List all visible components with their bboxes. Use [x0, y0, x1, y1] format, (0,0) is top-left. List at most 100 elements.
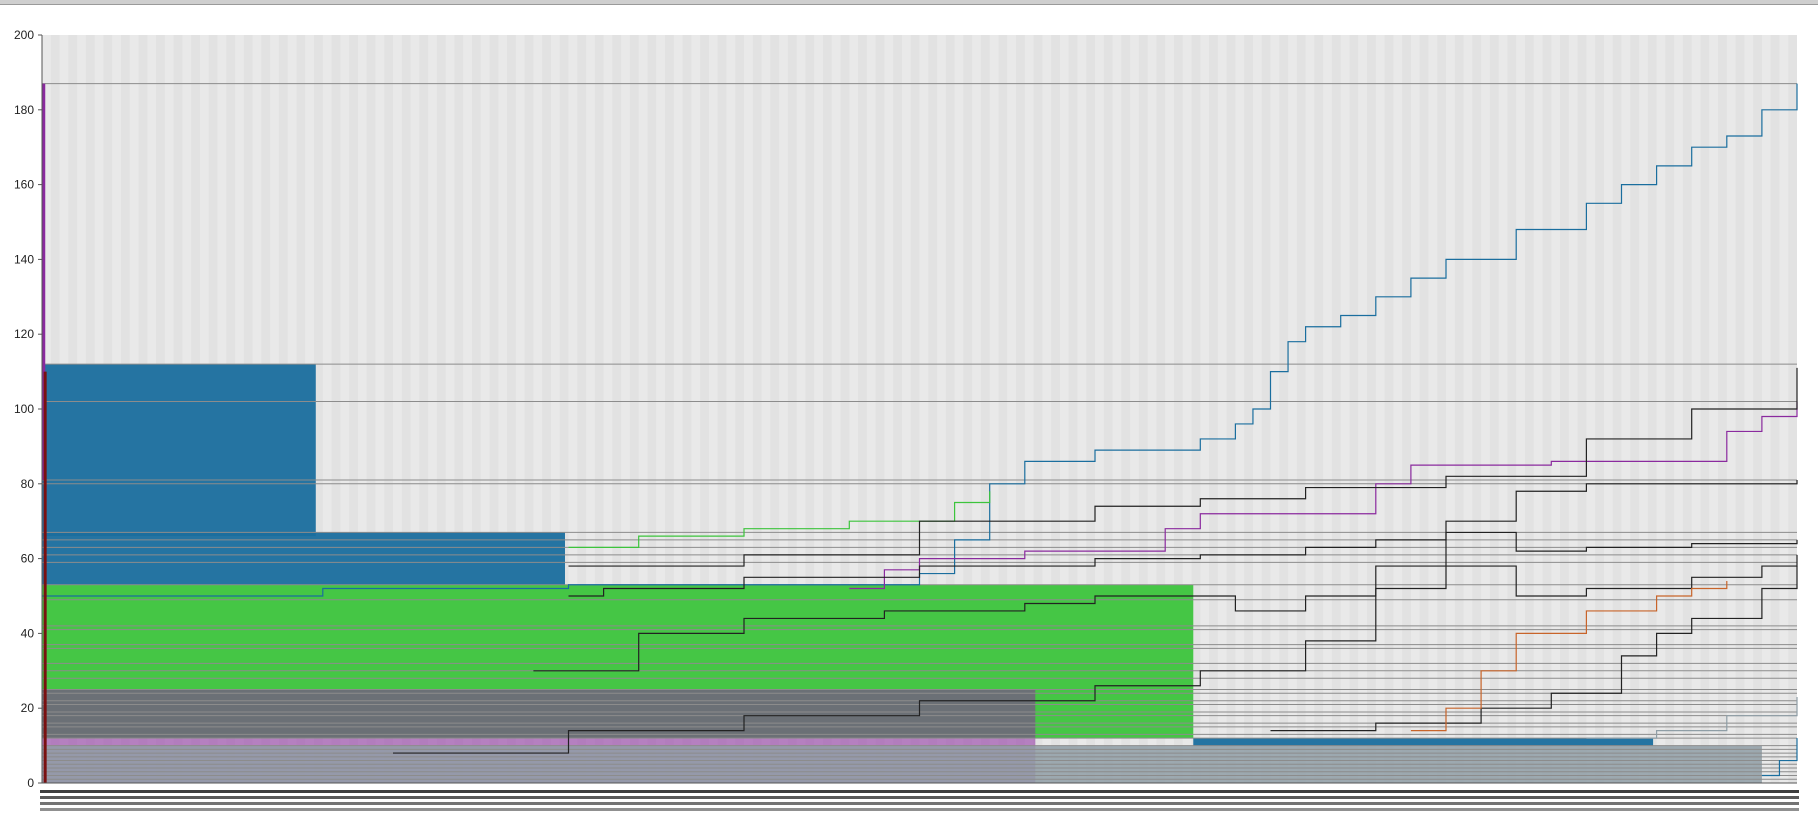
y-tick-label: 200 [14, 28, 34, 42]
y-tick-label: 80 [21, 477, 35, 491]
grid-band [498, 35, 508, 783]
grid-band [691, 35, 701, 783]
grid-band [1533, 35, 1543, 783]
grid-band [638, 35, 648, 783]
grid-band [568, 35, 578, 783]
grid-band [550, 35, 560, 783]
grid-band [901, 35, 911, 783]
grid-band [1288, 35, 1297, 783]
grid-band [1024, 35, 1034, 783]
grid-band [1621, 35, 1631, 783]
grid-band [1007, 35, 1017, 783]
series-line-1 [42, 83, 1798, 597]
grid-band [1393, 35, 1403, 783]
grid-band [1656, 35, 1666, 783]
grid-band [1481, 35, 1490, 783]
grid-band [1270, 35, 1280, 783]
grid-band [814, 35, 823, 783]
grid-band [1586, 35, 1596, 783]
grid-band [428, 35, 437, 783]
grid-band [621, 35, 630, 783]
y-tick-label: 140 [14, 252, 34, 266]
grid-band [322, 35, 332, 783]
grid-band [1446, 35, 1455, 783]
grid-band [1323, 35, 1332, 783]
grid-band [1463, 35, 1473, 783]
series-line-3 [849, 401, 1798, 590]
grid-band [673, 35, 683, 783]
grid-band [726, 35, 736, 783]
data-block-6 [1193, 738, 1654, 746]
grid-band [1217, 35, 1227, 783]
x-tick-label-row [40, 802, 1799, 805]
grid-band [1568, 35, 1578, 783]
grid-band [1551, 35, 1561, 783]
grid-band [1375, 35, 1385, 783]
grid-band [744, 35, 753, 783]
series-line-6 [533, 480, 1798, 672]
y-axis-ticks: 0 20 40 60 80 100 120 140 160 180 200 [14, 28, 42, 790]
y-tick-label: 40 [21, 626, 35, 640]
window-top-bar [0, 0, 1818, 5]
grid-band [1165, 35, 1174, 783]
grid-band [1059, 35, 1069, 783]
grid-band [357, 35, 367, 783]
grid-band [831, 35, 841, 783]
series-line-11 [1761, 738, 1798, 777]
grid-band [1095, 35, 1104, 783]
grid-band [796, 35, 806, 783]
grid-band [586, 35, 595, 783]
grid-band [1182, 35, 1192, 783]
grid-band [1235, 35, 1245, 783]
grid-band [1305, 35, 1315, 783]
grid-band [1077, 35, 1087, 783]
x-tick-label-row [40, 796, 1799, 799]
y-tick-label: 120 [14, 327, 34, 341]
grid-band [1498, 35, 1508, 783]
grid-band [410, 35, 420, 783]
grid-band [1428, 35, 1438, 783]
grid-band [1410, 35, 1420, 783]
x-tick-label-row [40, 790, 1799, 793]
grid-band [1147, 35, 1157, 783]
grid-band [1112, 35, 1122, 783]
grid-band [954, 35, 964, 783]
grid-band [1516, 35, 1525, 783]
vertical-markers [42, 83, 47, 783]
y-tick-label: 60 [21, 552, 35, 566]
grid-band [340, 35, 350, 783]
grid-band [972, 35, 981, 783]
grid-band [761, 35, 771, 783]
y-tick-label: 20 [21, 701, 35, 715]
grid-band [937, 35, 946, 783]
grid-band [480, 35, 490, 783]
y-tick-label: 0 [27, 776, 34, 790]
x-axis-tick-labels [40, 790, 1799, 811]
grid-band [393, 35, 402, 783]
series-line-5 [568, 531, 1798, 597]
grid-band [919, 35, 929, 783]
grid-band [463, 35, 472, 783]
grid-band [708, 35, 718, 783]
series-line-7 [393, 554, 1798, 754]
series-lines [42, 83, 1798, 777]
grid-band [1042, 35, 1052, 783]
series-line-9 [1410, 581, 1728, 732]
grid-band [533, 35, 543, 783]
y-tick-label: 180 [14, 103, 34, 117]
data-block-2 [42, 532, 565, 585]
y-tick-label: 100 [14, 402, 34, 416]
grid-band [779, 35, 788, 783]
grid-band [656, 35, 666, 783]
grid-band [1340, 35, 1350, 783]
grid-band [1130, 35, 1139, 783]
x-tick-label-row [40, 808, 1799, 811]
grid-band [375, 35, 385, 783]
grid-band [849, 35, 859, 783]
grid-band [1200, 35, 1210, 783]
grid-band [515, 35, 525, 783]
grid-band [1603, 35, 1613, 783]
series-line-2 [568, 491, 991, 548]
grid-band [445, 35, 455, 783]
